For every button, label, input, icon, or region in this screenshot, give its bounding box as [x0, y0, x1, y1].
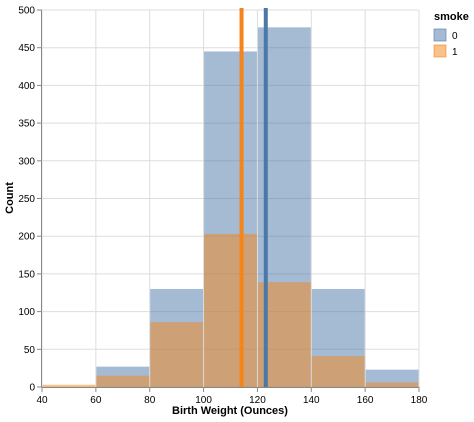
x-tick-label: 180	[411, 395, 428, 406]
y-tick-label: 0	[29, 383, 35, 394]
x-tick-label: 160	[357, 395, 374, 406]
x-axis-title: Birth Weight (Ounces)	[172, 405, 288, 417]
x-tick-label: 60	[90, 395, 102, 406]
y-axis-title: Count	[4, 182, 16, 214]
y-tick-label: 500	[18, 6, 35, 17]
bar-smoke-1	[42, 384, 96, 387]
bar-smoke-1	[311, 356, 365, 387]
axes-layer: 0 50 100 150 200 250 300 350 400 450 500 40 60 80 100 1…	[18, 6, 427, 407]
y-tick-label: 400	[18, 81, 35, 92]
legend: smoke 0 1	[433, 11, 469, 58]
legend-title: smoke	[434, 11, 469, 23]
bar-smoke-1	[365, 382, 419, 387]
legend-swatch-1	[433, 44, 447, 58]
y-tick-label: 300	[18, 156, 35, 167]
y-tick-label: 350	[18, 119, 35, 130]
legend-label-1: 1	[452, 47, 458, 58]
legend-label-0: 0	[452, 31, 458, 42]
bar-smoke-1	[204, 233, 257, 387]
x-tick-label: 80	[144, 395, 156, 406]
y-tick-label: 150	[18, 269, 35, 280]
y-tick-label: 450	[18, 43, 35, 54]
mean-rules-layer	[239, 8, 268, 387]
bars-layer	[42, 27, 419, 387]
legend-swatch-0	[433, 28, 447, 42]
x-tick-label: 100	[195, 395, 212, 406]
x-tick-label: 40	[36, 395, 48, 406]
y-tick-label: 200	[18, 232, 35, 243]
x-tick-label: 140	[303, 395, 320, 406]
bar-smoke-1	[150, 322, 204, 387]
x-tick-label: 120	[249, 395, 266, 406]
y-tick-label: 100	[18, 307, 35, 318]
y-tick-label: 250	[18, 194, 35, 205]
bar-smoke-1	[96, 375, 150, 387]
y-tick-label: 50	[24, 345, 36, 356]
